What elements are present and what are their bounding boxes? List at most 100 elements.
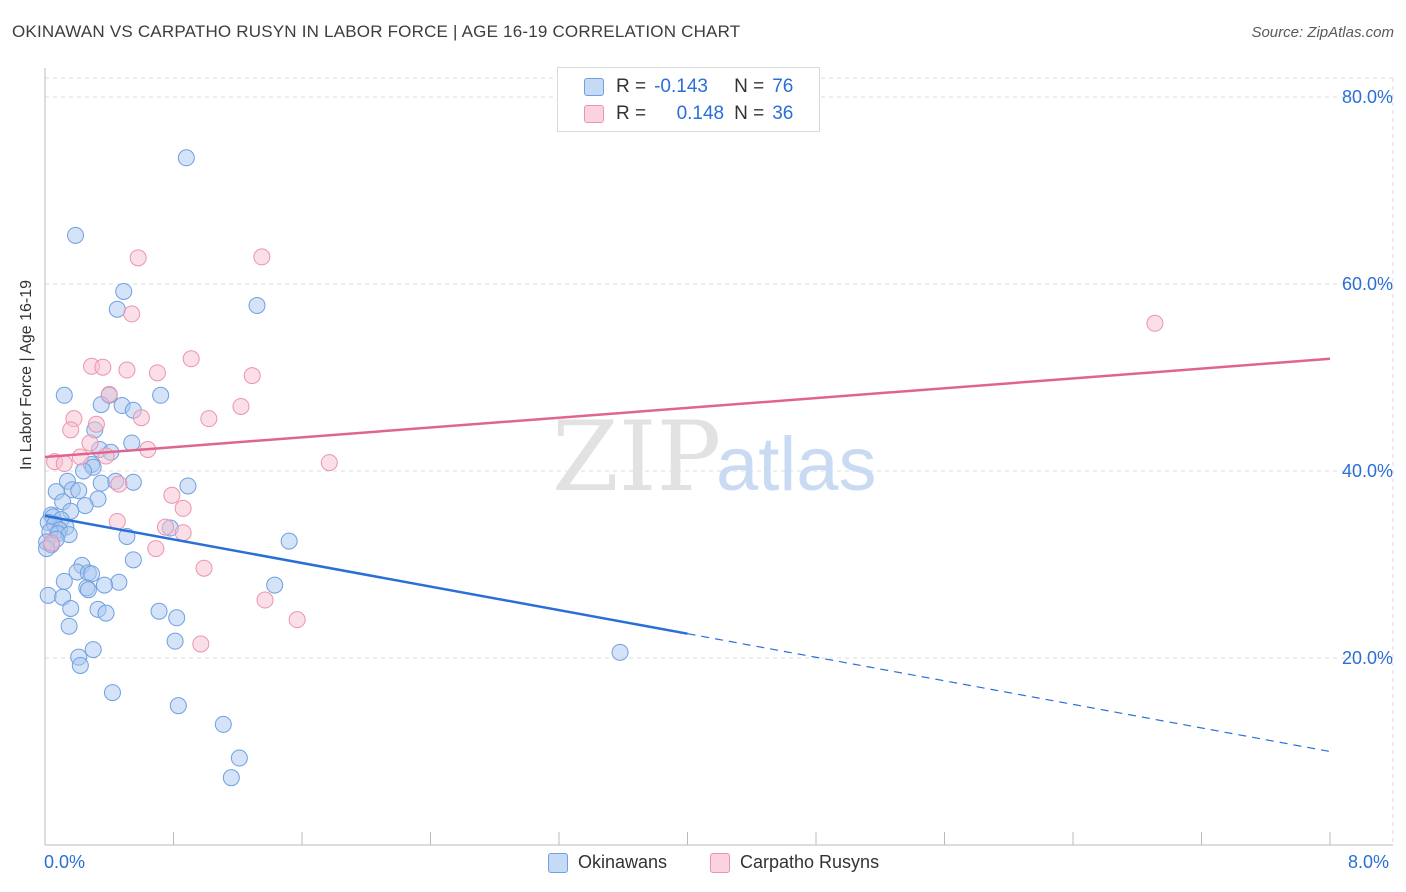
okinawan-point xyxy=(179,477,197,495)
okinawan-point xyxy=(103,684,121,702)
carpatho-rusyn-point xyxy=(81,434,99,452)
okinawan-point xyxy=(266,576,284,594)
x-tick-label-max: 8.0% xyxy=(1348,852,1390,872)
legend-row-carpatho-rusyns: R = 0.148 N = 36 xyxy=(584,101,793,127)
carpatho-rusyn-point xyxy=(147,540,165,558)
carpatho-rusyn-point xyxy=(182,350,200,368)
okinawan-point xyxy=(84,641,102,659)
carpatho-rusyn-point xyxy=(94,358,112,376)
okinawan-point xyxy=(39,586,57,604)
legend-r-label: R = xyxy=(616,103,647,124)
y-tick-label: 20.0% xyxy=(1342,648,1393,668)
carpatho-rusyn-point xyxy=(97,447,115,465)
carpatho-rusyn-point xyxy=(163,486,181,504)
carpatho-rusyn-point xyxy=(192,635,210,653)
okinawan-point xyxy=(55,572,73,590)
carpatho-rusyn-point xyxy=(200,410,218,428)
legend-swatch-blue xyxy=(584,78,604,96)
watermark-zip: ZIP xyxy=(552,401,721,513)
carpatho-rusyn-point xyxy=(62,421,80,439)
okinawan-point xyxy=(280,532,298,550)
legend-n-label: N = xyxy=(734,103,765,124)
carpatho-rusyn-point xyxy=(256,591,274,609)
carpatho-rusyn-point xyxy=(232,397,250,415)
y-tick-labels: 20.0% 40.0% 60.0% 80.0% xyxy=(1342,87,1393,668)
carpatho-rusyn-point xyxy=(87,415,105,433)
carpatho-rusyn-point xyxy=(156,518,174,536)
carpatho-rusyns-trend-line xyxy=(44,357,1331,459)
okinawan-point xyxy=(79,581,97,599)
okinawan-point xyxy=(166,632,184,650)
okinawan-point xyxy=(230,749,248,767)
legend-r-value: 0.148 xyxy=(676,103,725,124)
carpatho-rusyn-point xyxy=(129,249,147,267)
okinawan-point xyxy=(611,643,629,661)
okinawan-point xyxy=(70,482,88,500)
carpatho-rusyn-point xyxy=(42,534,60,552)
carpatho-rusyn-point xyxy=(288,611,306,629)
okinawan-point xyxy=(150,602,168,620)
carpatho-rusyn-point xyxy=(174,499,192,517)
carpatho-rusyn-point xyxy=(243,367,261,385)
okinawan-point xyxy=(62,599,80,617)
y-axis-label: In Labor Force | Age 16-19 xyxy=(18,279,35,470)
trend-lines xyxy=(44,357,1331,753)
chart-title: OKINAWAN VS CARPATHO RUSYN IN LABOR FORC… xyxy=(12,22,741,41)
okinawan-point xyxy=(214,715,232,733)
legend-n-label: N = xyxy=(734,76,765,97)
okinawan-point xyxy=(152,386,170,404)
carpatho-rusyns-points xyxy=(42,248,1164,653)
okinawan-point xyxy=(92,474,110,492)
okinawan-point xyxy=(124,473,142,491)
okinawan-point xyxy=(169,697,187,715)
source-credit: Source: ZipAtlas.com xyxy=(1251,24,1394,41)
carpatho-rusyn-point xyxy=(1146,314,1164,332)
okinawan-point xyxy=(123,434,141,452)
okinawan-point xyxy=(67,226,85,244)
okinawan-point xyxy=(75,462,93,480)
watermark-atlas: atlas xyxy=(716,422,877,507)
watermark: ZIP atlas xyxy=(552,401,877,513)
carpatho-rusyn-point xyxy=(174,524,192,542)
carpatho-rusyn-point xyxy=(195,559,213,577)
series-legend-carpatho-rusyns: Carpatho Rusyns xyxy=(710,852,879,873)
y-tick-label: 60.0% xyxy=(1342,274,1393,294)
okinawan-point xyxy=(110,573,128,591)
carpatho-rusyn-point xyxy=(148,364,166,382)
legend-n-value: 36 xyxy=(772,103,794,124)
series-legend-okinawans: Okinawans xyxy=(548,852,667,873)
legend-n-value: 76 xyxy=(772,76,794,97)
carpatho-rusyn-point xyxy=(110,475,128,493)
x-tick-label-min: 0.0% xyxy=(44,852,86,872)
okinawan-point xyxy=(95,576,113,594)
legend-swatch-pink xyxy=(584,105,604,123)
series-legend-label: Okinawans xyxy=(578,852,668,872)
legend-row-okinawans: R = -0.143 N = 76 xyxy=(584,74,793,100)
okinawan-point xyxy=(60,617,78,635)
legend-r-label: R = xyxy=(616,76,647,97)
okinawan-point xyxy=(76,497,94,515)
okinawans-trend-extension xyxy=(687,633,1331,753)
okinawan-point xyxy=(124,551,142,569)
okinawan-point xyxy=(222,769,240,787)
okinawan-point xyxy=(248,297,266,315)
stats-legend: R = -0.143 N = 76 R = 0.148 N = 36 xyxy=(557,67,820,132)
carpatho-rusyn-point xyxy=(55,455,73,473)
carpatho-rusyn-point xyxy=(118,361,136,379)
y-tick-label: 80.0% xyxy=(1342,87,1393,107)
okinawan-point xyxy=(97,604,115,622)
carpatho-rusyn-point xyxy=(132,409,150,427)
carpatho-rusyn-point xyxy=(253,248,271,266)
series-swatch-blue xyxy=(548,852,568,873)
carpatho-rusyn-point xyxy=(71,448,89,466)
okinawan-point xyxy=(115,282,133,300)
okinawans-trend-line xyxy=(44,514,688,635)
okinawan-point xyxy=(108,300,126,318)
series-swatch-pink xyxy=(710,852,730,873)
legend-r-value: -0.143 xyxy=(654,76,708,97)
series-legend-label: Carpatho Rusyns xyxy=(740,852,880,872)
y-tick-label: 40.0% xyxy=(1342,461,1393,481)
carpatho-rusyn-point xyxy=(320,454,338,472)
okinawan-point xyxy=(177,149,195,167)
okinawan-point xyxy=(71,656,89,674)
